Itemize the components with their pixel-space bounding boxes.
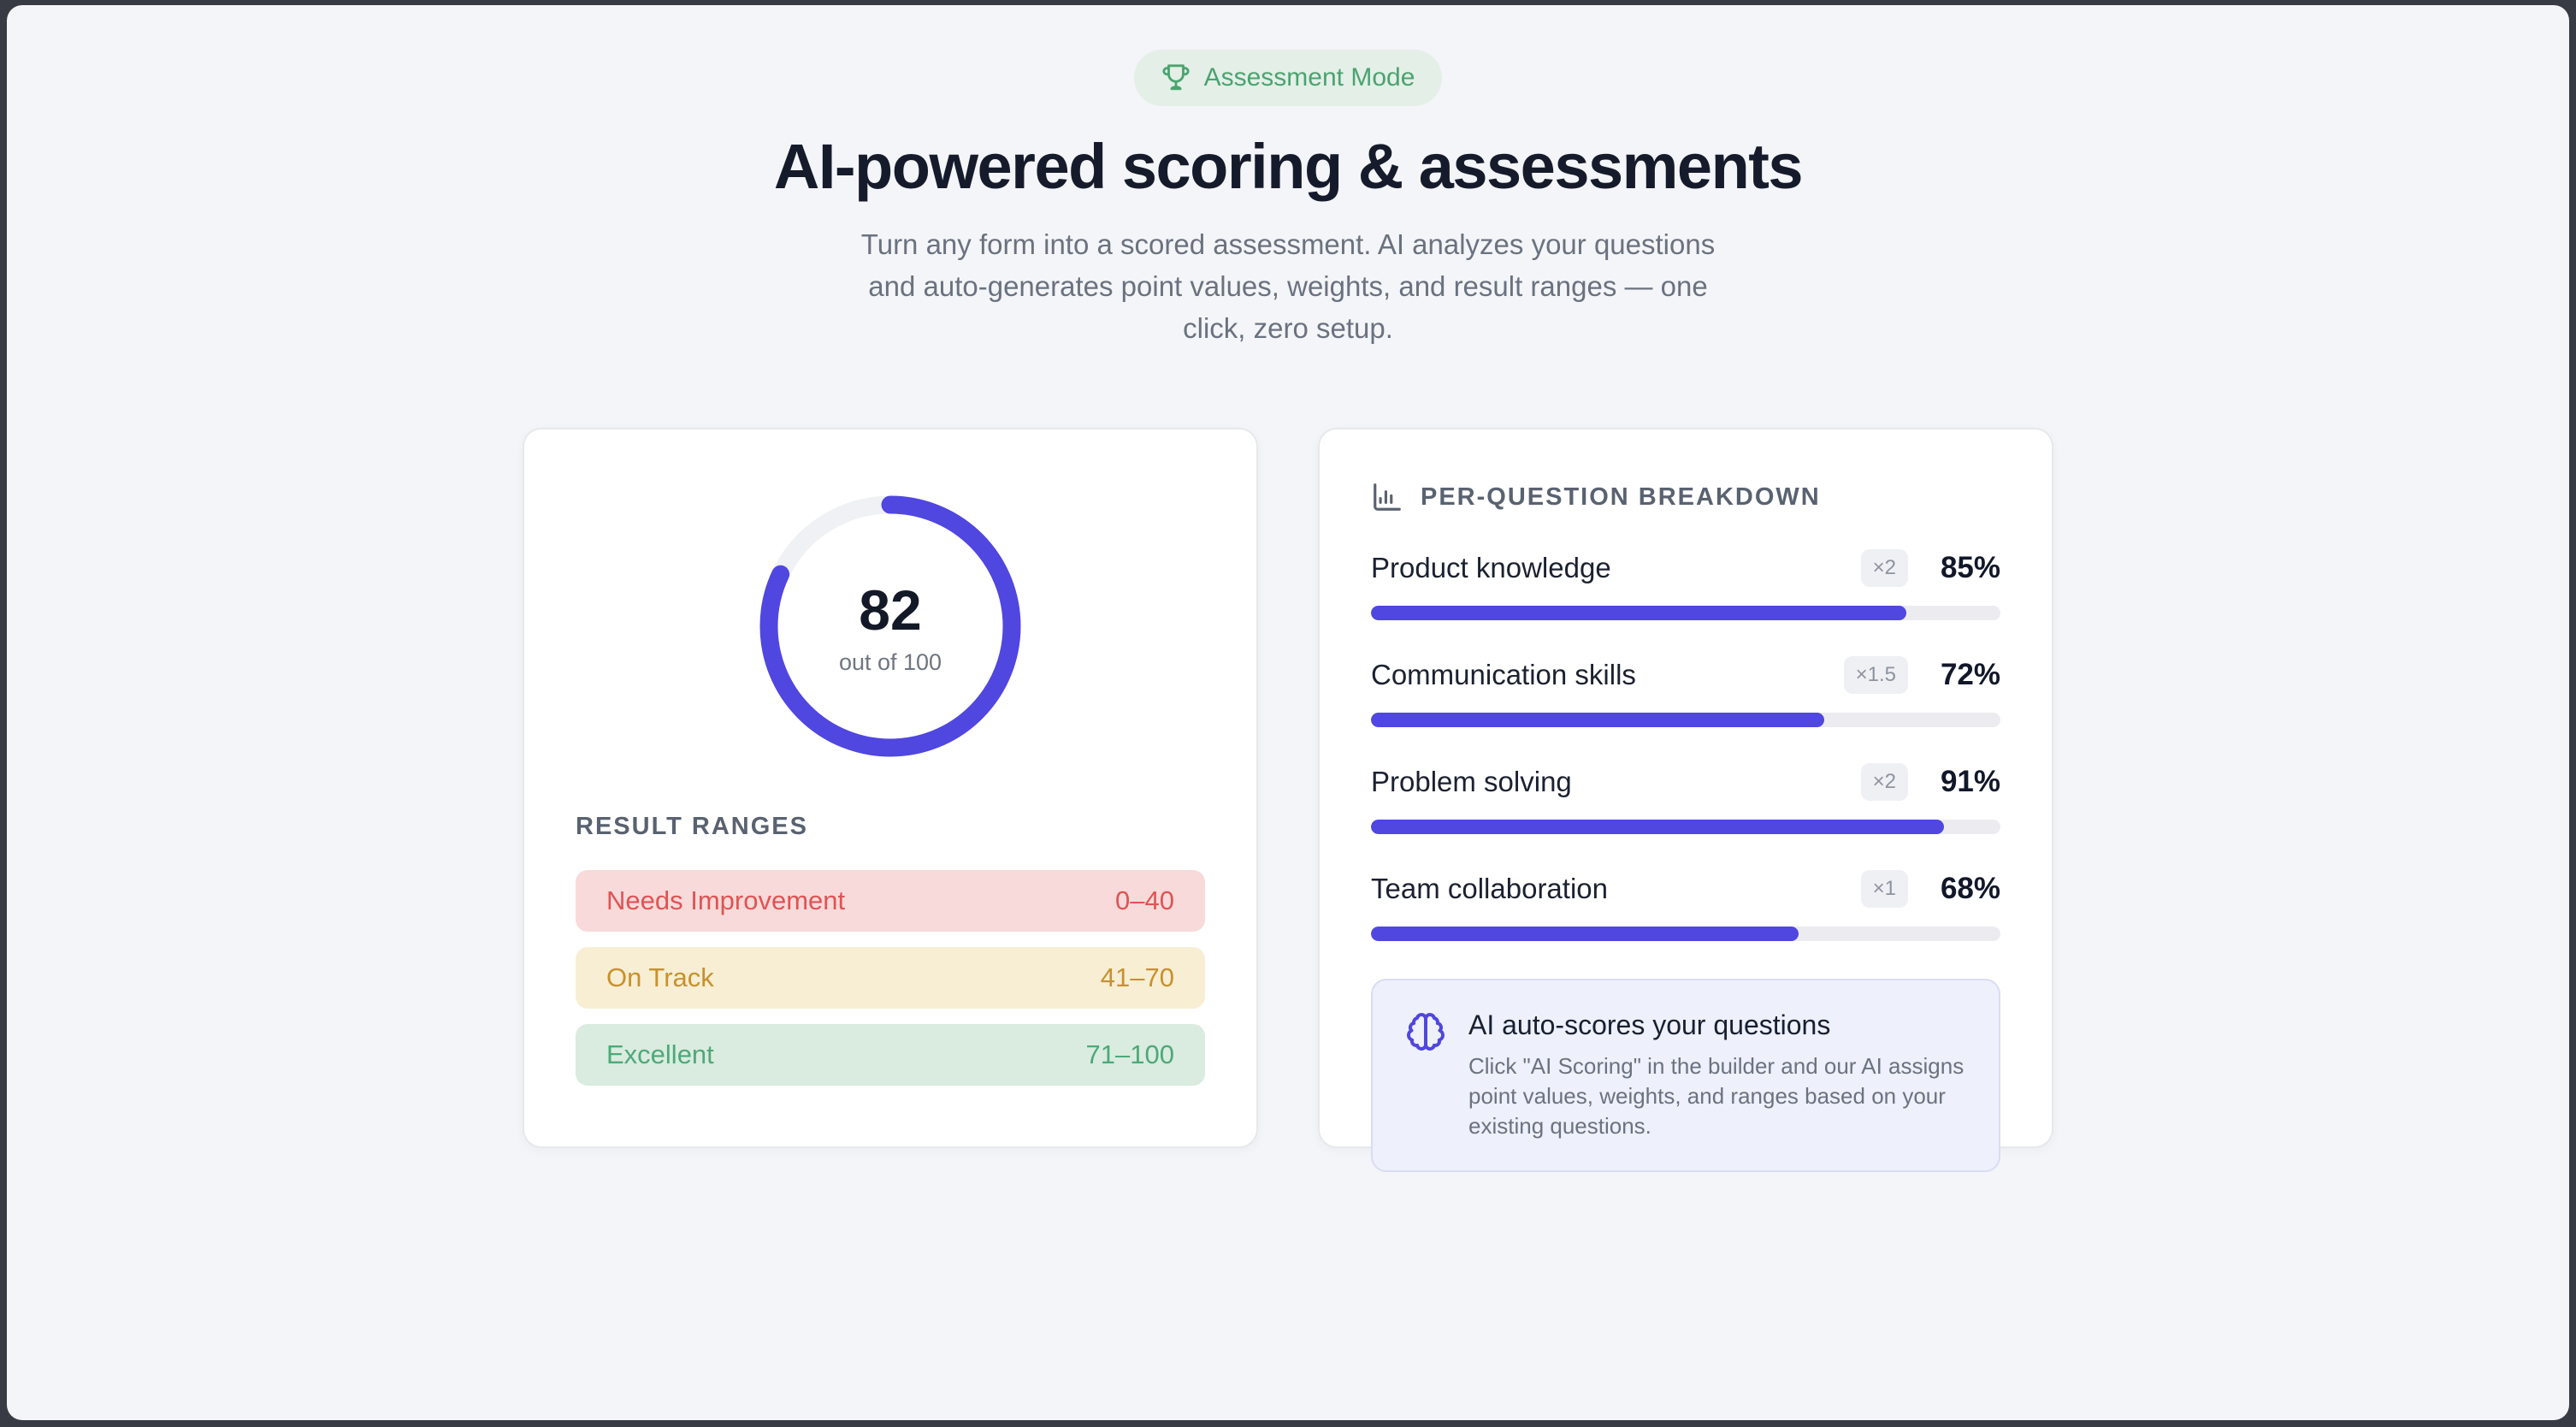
question-percent: 91% [1940, 765, 2000, 798]
score-ring-progress [759, 495, 1021, 757]
range-row-needs-improvement: Needs Improvement 0–40 [576, 870, 1205, 932]
breakdown-heading: PER-QUESTION BREAKDOWN [1421, 483, 1821, 511]
question-label: Communication skills [1371, 659, 1636, 690]
range-row-on-track: On Track 41–70 [576, 947, 1205, 1009]
question-row: Problem solving ×2 91% [1371, 763, 2000, 834]
range-values: 41–70 [1100, 962, 1174, 992]
question-progress-fill [1371, 820, 1944, 834]
assessment-mode-badge-label: Assessment Mode [1203, 63, 1415, 92]
question-weight-badge: ×2 [1860, 549, 1908, 587]
ai-scoring-callout: AI auto-scores your questions Click "AI … [1371, 979, 2000, 1172]
range-values: 71–100 [1085, 1039, 1174, 1069]
result-ranges-heading: RESULT RANGES [576, 813, 808, 840]
question-percent: 85% [1940, 551, 2000, 584]
range-label: Needs Improvement [606, 885, 846, 915]
question-row: Product knowledge ×2 85% [1371, 549, 2000, 620]
page-background: Assessment Mode AI-powered scoring & ass… [7, 5, 2569, 1420]
question-progress-track [1371, 927, 2000, 941]
question-progress-fill [1371, 713, 1824, 727]
question-progress-track [1371, 713, 2000, 727]
range-label: On Track [606, 962, 714, 992]
question-weight-badge: ×2 [1860, 763, 1908, 801]
assessment-mode-badge: Assessment Mode [1133, 50, 1443, 106]
question-progress-track [1371, 606, 2000, 620]
result-ranges-list: Needs Improvement 0–40 On Track 41–70 Ex… [576, 870, 1205, 1086]
score-caption: out of 100 [838, 648, 942, 675]
score-ring-chart [759, 495, 1021, 757]
score-donut: 82 out of 100 [752, 488, 1029, 765]
range-row-excellent: Excellent 71–100 [576, 1024, 1205, 1086]
question-label: Product knowledge [1371, 552, 1611, 583]
question-progress-fill [1371, 927, 1799, 941]
question-progress-fill [1371, 606, 1906, 620]
question-progress-track [1371, 820, 2000, 834]
range-label: Excellent [606, 1039, 714, 1069]
question-weight-badge: ×1.5 [1843, 656, 1908, 694]
breakdown-card: PER-QUESTION BREAKDOWN Product knowledge… [1318, 428, 2053, 1172]
trophy-icon [1162, 64, 1190, 91]
question-percent: 68% [1940, 872, 2000, 905]
range-values: 0–40 [1115, 885, 1174, 915]
page-subtitle: Turn any form into a scored assessment. … [860, 228, 1716, 344]
brain-icon [1407, 1013, 1445, 1051]
score-value: 82 [859, 577, 922, 642]
feature-cards-row: 82 out of 100 RESULT RANGES Needs Improv… [7, 428, 2569, 1172]
callout-body: Click "AI Scoring" in the builder and ou… [1468, 1053, 1964, 1139]
question-label: Team collaboration [1371, 873, 1608, 904]
callout-title: AI auto-scores your questions [1468, 1010, 1831, 1040]
page-title: AI-powered scoring & assessments [773, 131, 1804, 202]
hero-section: Assessment Mode AI-powered scoring & ass… [7, 5, 2569, 349]
bar-chart-icon [1374, 483, 1401, 511]
question-row: Communication skills ×1.5 72% [1371, 656, 2000, 727]
question-weight-badge: ×1 [1860, 870, 1908, 908]
question-percent: 72% [1940, 658, 2000, 691]
question-row: Team collaboration ×1 68% [1371, 870, 2000, 941]
question-label: Problem solving [1371, 766, 1572, 797]
score-card: 82 out of 100 RESULT RANGES Needs Improv… [523, 428, 1258, 1148]
breakdown-header: PER-QUESTION BREAKDOWN [1371, 481, 2000, 513]
